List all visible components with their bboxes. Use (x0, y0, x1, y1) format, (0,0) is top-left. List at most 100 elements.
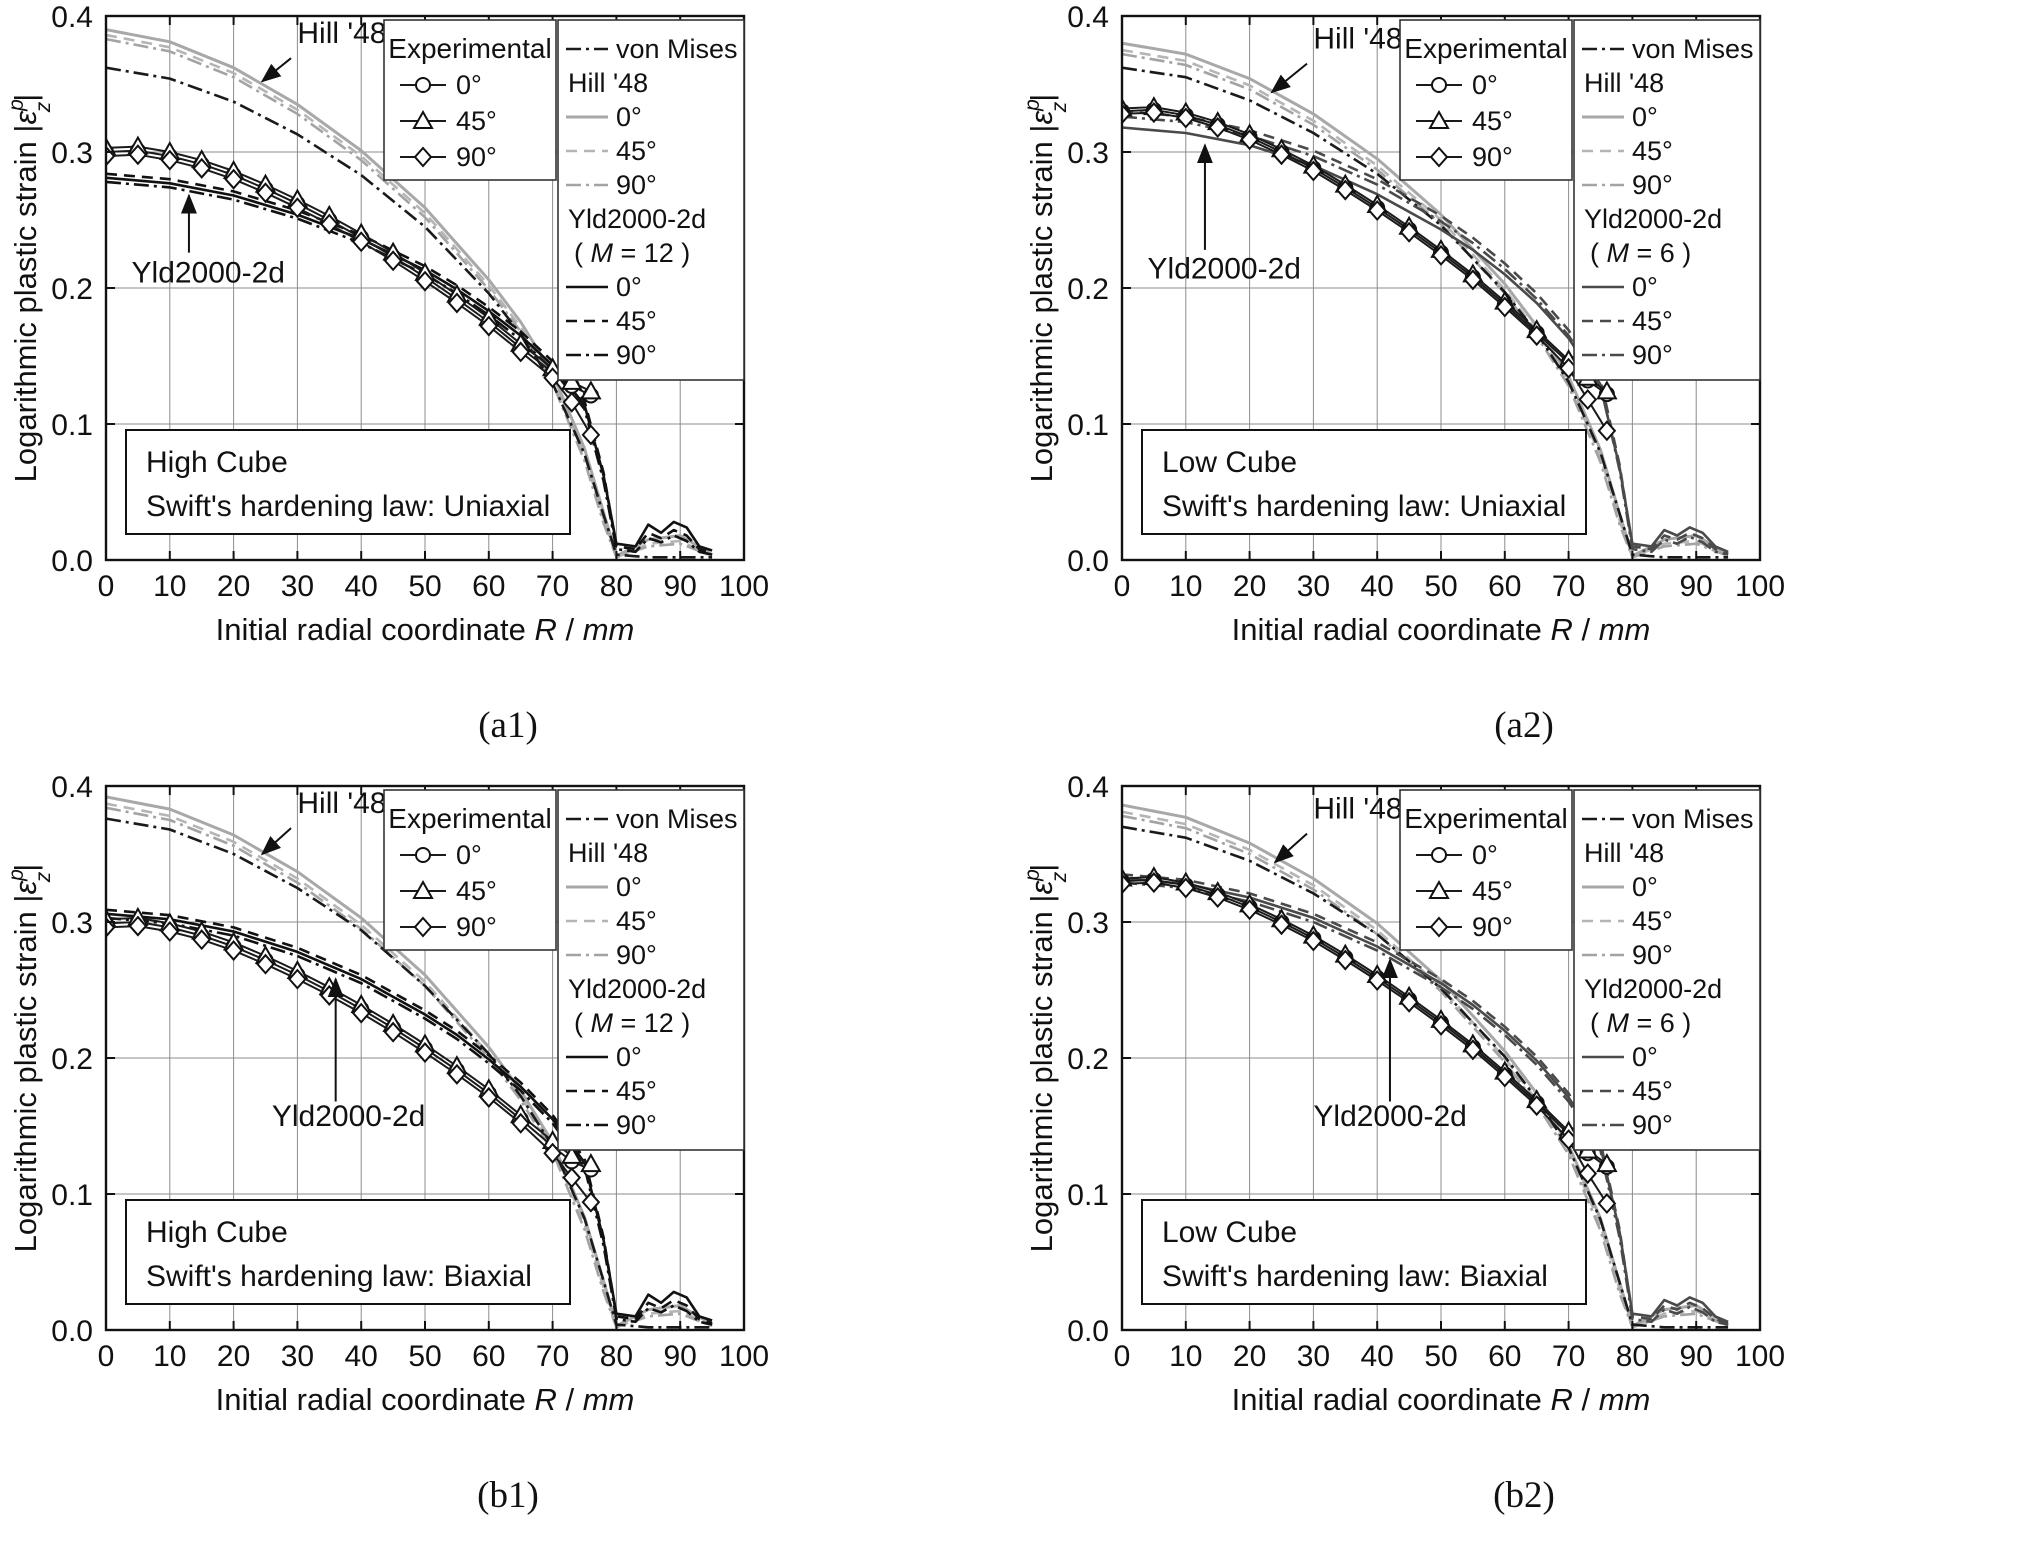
annotation: Yld2000-2d (272, 977, 425, 1133)
legend-experimental: Experimental 0° 45° 90° (383, 19, 557, 181)
legend-entry-label: von Mises (1632, 804, 1754, 834)
legend-title: Experimental (388, 803, 551, 834)
legend-entry-label: 45° (456, 106, 497, 136)
annotation: Hill '48 (260, 17, 386, 83)
legend-title: Experimental (1404, 33, 1567, 64)
y-tick-label: 0.4 (1067, 1, 1109, 34)
annotation-label: Hill '48 (297, 787, 386, 820)
x-axis-title: Initial radial coordinate R / mm (216, 1382, 635, 1417)
legend-entry-label: 0° (616, 272, 642, 302)
x-tick-label: 50 (1424, 1340, 1457, 1373)
y-tick-label: 0.0 (51, 545, 93, 578)
series-yld90 (106, 916, 713, 1326)
y-tick-label: 0.4 (51, 771, 93, 804)
info-box: Low Cube Swift's hardening law: Biaxial (1141, 1199, 1587, 1305)
markers-exp0 (106, 914, 599, 1178)
legend-entry-label: 90° (1632, 1110, 1673, 1140)
y-tick-label: 0.1 (51, 409, 93, 442)
legend-entry-label: 0° (1632, 272, 1658, 302)
series-exp90 (106, 925, 592, 1203)
legend-entry-label: 90° (616, 1110, 657, 1140)
x-tick-label: 100 (1735, 570, 1785, 603)
legend-models: von Mises Hill '48 0° 45° 90° Yld2000-2d ( M =… (557, 19, 745, 381)
annotation-label: Yld2000-2d (272, 1100, 425, 1133)
chart-canvas-a1: 0 10 20 30 40 50 60 70 80 90 100 0.0 0.1 0.2 0.3 0.4 Ini… (5, 1, 769, 647)
x-tick-label: 40 (1361, 1340, 1394, 1373)
x-tick-label: 30 (281, 1340, 314, 1373)
x-tick-label: 50 (1424, 570, 1457, 603)
info-box-line-1: High Cube (146, 446, 288, 479)
y-tick-label: 0.2 (1067, 273, 1109, 306)
legend-experimental: Experimental 0° 45° 90° (383, 789, 557, 951)
x-tick-label: 30 (1297, 570, 1330, 603)
x-tick-label: 80 (600, 1340, 633, 1373)
y-tick-label: 0.1 (1067, 409, 1109, 442)
annotation-label: Yld2000-2d (1313, 1100, 1466, 1133)
legend-entry-label: 45° (1472, 106, 1513, 136)
info-box-line-1: Low Cube (1162, 446, 1297, 479)
legend-entry-label: 90° (1632, 940, 1673, 970)
legend-models: von Mises Hill '48 0° 45° 90° Yld2000-2d ( M =… (1573, 789, 1761, 1151)
x-tick-label: 10 (1169, 570, 1202, 603)
x-tick-label: 20 (1233, 570, 1266, 603)
markers-exp90 (106, 144, 601, 446)
panel-a2: 0 10 20 30 40 50 60 70 80 90 100 0.0 0.1 0.2 0.3 0.4 Ini… (1016, 0, 2032, 770)
y-tick-label: 0.1 (1067, 1179, 1109, 1212)
x-tick-label: 0 (98, 570, 115, 603)
legend-entry-label: 0° (616, 1042, 642, 1072)
y-tick-label: 0.2 (51, 1043, 93, 1076)
x-tick-label: 90 (1680, 570, 1713, 603)
legend-entry-label: 90° (456, 912, 497, 942)
legend-entry-label: 90° (1632, 170, 1673, 200)
legend-entry-label: 90° (456, 142, 497, 172)
annotation: Yld2000-2d (1148, 143, 1301, 285)
legend-entry-label: 0° (1632, 102, 1658, 132)
legend-experimental: Experimental 0° 45° 90° (1399, 19, 1573, 181)
legend-models: von Mises Hill '48 0° 45° 90° Yld2000-2d ( M =… (1573, 19, 1761, 381)
legend-title: Experimental (1404, 803, 1567, 834)
y-axis-title: Logarithmic plastic strain |εp z| (1021, 864, 1071, 1253)
legend-experimental: Experimental 0° 45° 90° (1399, 789, 1573, 951)
chart-canvas-b1: 0 10 20 30 40 50 60 70 80 90 100 0.0 0.1 0.2 0.3 0.4 Ini… (5, 771, 769, 1417)
x-tick-label: 50 (408, 570, 441, 603)
annotation-label: Yld2000-2d (1148, 252, 1301, 285)
y-axis-title: Logarithmic plastic strain |εp z| (5, 94, 55, 483)
info-box: High Cube Swift's hardening law: Biaxial (125, 1199, 571, 1305)
x-tick-label: 10 (153, 570, 186, 603)
legend-title: Experimental (388, 33, 551, 64)
legend-entry-label: 90° (1472, 142, 1513, 172)
legend-entry-label: 0° (1632, 1042, 1658, 1072)
y-axis-title: Logarithmic plastic strain |εp z| (1021, 94, 1071, 483)
annotation: Hill '48 (260, 787, 386, 856)
legend-section-title: Hill '48 (1584, 68, 1664, 98)
annotation: Yld2000-2d (1313, 958, 1467, 1133)
markers-exp90 (106, 915, 601, 1213)
y-axis-title: Logarithmic plastic strain |εp z| (5, 864, 55, 1253)
x-tick-label: 20 (217, 1340, 250, 1373)
x-tick-label: 80 (1616, 1340, 1649, 1373)
y-tick-label: 0.0 (1067, 545, 1109, 578)
x-tick-label: 50 (408, 1340, 441, 1373)
info-box-line-1: Low Cube (1162, 1216, 1297, 1249)
x-tick-label: 20 (1233, 1340, 1266, 1373)
annotation-label: Hill '48 (1313, 793, 1402, 826)
legend-entry-label: 45° (1632, 306, 1673, 336)
x-tick-label: 90 (664, 570, 697, 603)
legend-section-title: Hill '48 (568, 68, 648, 98)
x-tick-label: 90 (664, 1340, 697, 1373)
series-yld90 (106, 180, 713, 556)
x-axis-title: Initial radial coordinate R / mm (1232, 1382, 1651, 1417)
info-box: Low Cube Swift's hardening law: Uniaxial (1141, 429, 1587, 535)
info-box-line-2: Swift's hardening law: Uniaxial (146, 490, 550, 523)
y-tick-label: 0.0 (51, 1315, 93, 1348)
y-tick-label: 0.3 (51, 907, 93, 940)
legend-section-title: Yld2000-2d (568, 204, 706, 234)
legend-section-title: Yld2000-2d (1584, 204, 1722, 234)
y-tick-label: 0.0 (1067, 1315, 1109, 1348)
axis-ticks: 0 10 20 30 40 50 60 70 80 90 100 0.0 0.1 0.2 0.3 0.4 (51, 771, 769, 1373)
x-tick-label: 70 (536, 1340, 569, 1373)
legend-entry-label: von Mises (1632, 34, 1754, 64)
info-box-line-2: Swift's hardening law: Biaxial (146, 1260, 532, 1293)
legend-entry-label: 45° (1472, 876, 1513, 906)
